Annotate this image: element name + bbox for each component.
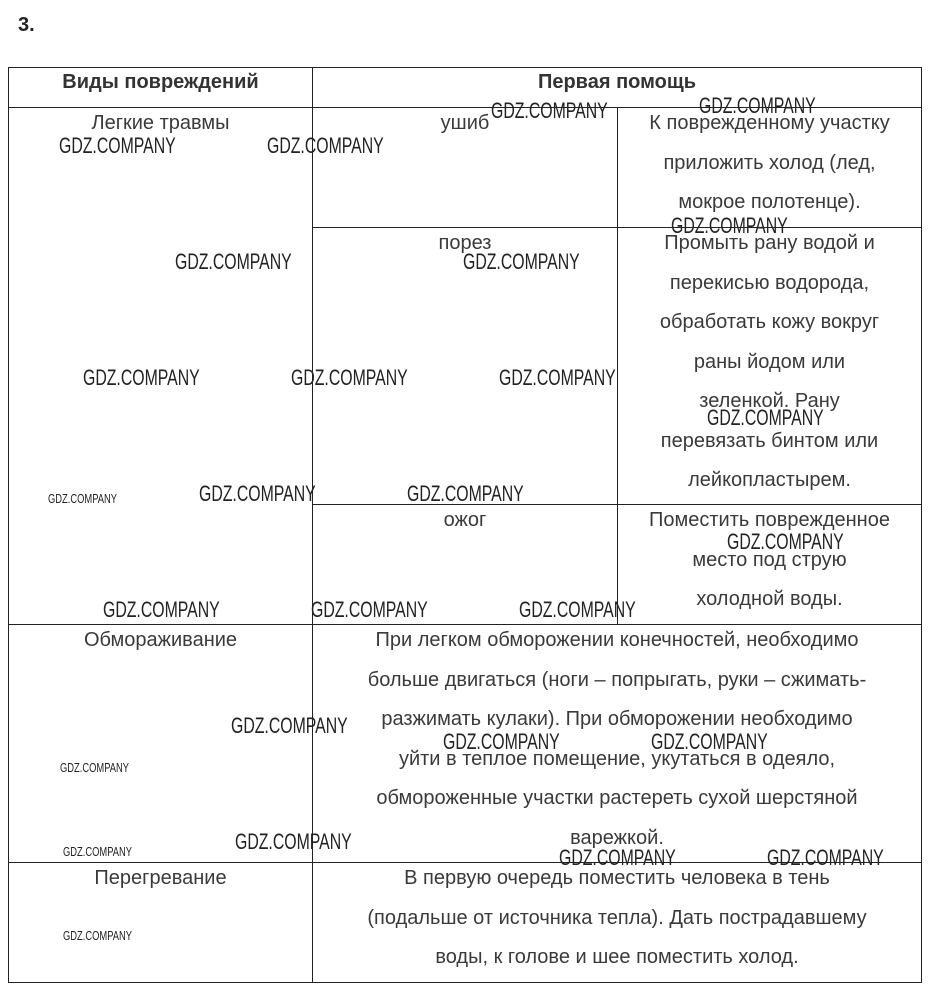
bruise-text: ушиб (440, 112, 490, 134)
light-injuries-text: Легкие травмы (91, 112, 230, 134)
burn-text: ожог (443, 509, 487, 531)
cell-burn: ожог (312, 504, 618, 625)
cut-aid-text: Промыть рану водой и перекисью водорода,… (659, 232, 880, 491)
overheating-aid-text: В первую очередь поместить человека в те… (367, 867, 867, 968)
cell-burn-aid: Поместить поврежденное место под струю х… (617, 504, 922, 625)
cell-overheating: Перегревание (8, 862, 313, 983)
header-col1-text: Виды повреждений (62, 71, 259, 93)
overheating-text: Перегревание (94, 867, 227, 889)
cell-bruise: ушиб (312, 107, 618, 228)
cell-overheating-aid: В первую очередь поместить человека в те… (312, 862, 922, 983)
cell-frostbite-aid: При легком обморожении конечностей, необ… (312, 624, 922, 863)
cut-text: порез (438, 232, 492, 254)
cell-light-injuries: Легкие травмы (8, 107, 313, 625)
cell-cut: порез (312, 227, 618, 505)
header-first-aid: Первая помощь (312, 67, 922, 108)
task-number: 3. (18, 14, 35, 36)
cell-frostbite: Обмораживание (8, 624, 313, 863)
bruise-aid-text: К поврежденному участку приложить холод … (649, 112, 890, 213)
frostbite-text: Обмораживание (83, 629, 238, 651)
cell-bruise-aid: К поврежденному участку приложить холод … (617, 107, 922, 228)
header-injury-types: Виды повреждений (8, 67, 313, 108)
header-col2-text: Первая помощь (537, 71, 697, 93)
frostbite-aid-text: При легком обморожении конечностей, необ… (367, 629, 867, 849)
cell-cut-aid: Промыть рану водой и перекисью водорода,… (617, 227, 922, 505)
burn-aid-text: Поместить поврежденное место под струю х… (649, 509, 890, 610)
